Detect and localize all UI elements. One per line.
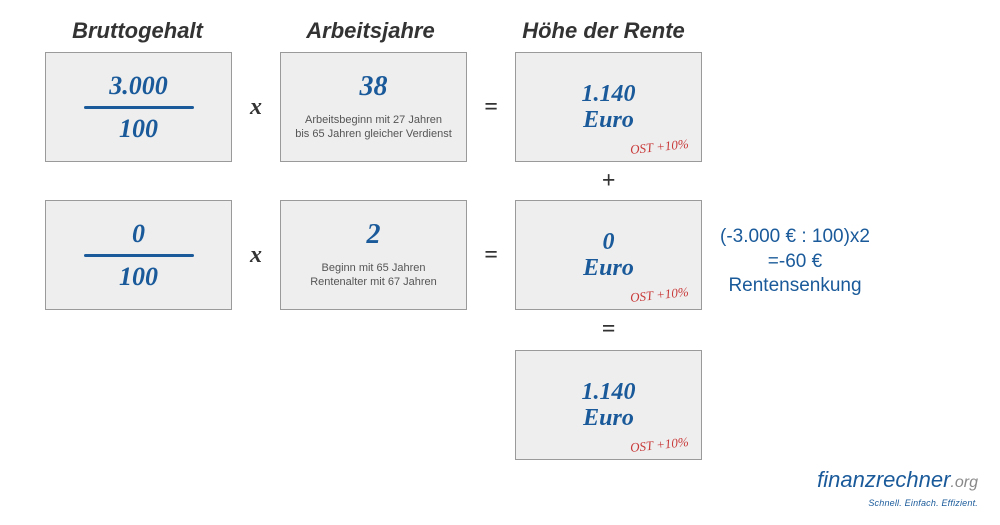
- note-1a: Arbeitsbeginn mit 27 Jahren: [305, 114, 442, 126]
- logo-org: .org: [950, 474, 978, 491]
- result-total-val: 1.140: [582, 379, 636, 405]
- fraction-2: 0 100: [84, 218, 194, 291]
- box-years-2: 2 Beginn mit 65 Jahren Rentenalter mit 6…: [280, 200, 467, 310]
- op-plus: +: [515, 168, 702, 195]
- frac-line-1: [84, 106, 194, 109]
- box-result-1: 1.140 Euro OST +10%: [515, 52, 702, 162]
- header-col1: Bruttogehalt: [45, 18, 230, 44]
- years-2: 2: [367, 220, 381, 251]
- op-eq-total: =: [515, 316, 702, 343]
- box-salary-2: 0 100: [45, 200, 232, 310]
- row-2: 0 100 x 2 Beginn mit 65 Jahren Rentenalt…: [45, 200, 702, 310]
- frac-bot-1: 100: [119, 113, 158, 144]
- result-2-unit: Euro: [583, 255, 634, 281]
- op-times-1: x: [246, 94, 266, 121]
- result-total: 1.140 Euro: [582, 379, 636, 432]
- note-2b: Rentenalter mit 67 Jahren: [310, 276, 437, 288]
- result-1: 1.140 Euro: [582, 81, 636, 134]
- note-2: Beginn mit 65 Jahren Rentenalter mit 67 …: [310, 261, 437, 290]
- row-1: 3.000 100 x 38 Arbeitsbeginn mit 27 Jahr…: [45, 52, 702, 162]
- ost-2: OST +10%: [630, 284, 690, 306]
- logo-main: finanzrechner: [817, 467, 950, 492]
- result-1-val: 1.140: [582, 81, 636, 107]
- box-years-1: 38 Arbeitsbeginn mit 27 Jahren bis 65 Ja…: [280, 52, 467, 162]
- op-eq-2: =: [481, 242, 501, 269]
- side-calc: (-3.000 € : 100)x2 =-60 € Rentensenkung: [720, 225, 870, 299]
- result-2: 0 Euro: [583, 229, 634, 282]
- result-total-unit: Euro: [583, 405, 634, 431]
- box-result-2: 0 Euro OST +10%: [515, 200, 702, 310]
- note-1: Arbeitsbeginn mit 27 Jahren bis 65 Jahre…: [295, 113, 452, 142]
- side-line2: =-60 €: [768, 251, 822, 272]
- note-2a: Beginn mit 65 Jahren: [322, 262, 426, 274]
- logo-sub: Schnell. Einfach. Effizient.: [868, 498, 978, 508]
- frac-top-1: 3.000: [109, 70, 168, 101]
- frac-top-2: 0: [132, 218, 145, 249]
- box-result-total: 1.140 Euro OST +10%: [515, 350, 702, 460]
- result-1-unit: Euro: [583, 107, 634, 133]
- fraction-1: 3.000 100: [84, 70, 194, 143]
- logo: finanzrechner.org Schnell. Einfach. Effi…: [817, 467, 978, 511]
- side-line3: Rentensenkung: [728, 275, 861, 296]
- header-col2: Arbeitsjahre: [278, 18, 463, 44]
- frac-bot-2: 100: [119, 261, 158, 292]
- ost-total: OST +10%: [630, 434, 690, 456]
- years-1: 38: [360, 72, 388, 103]
- ost-1: OST +10%: [630, 136, 690, 158]
- op-eq-1: =: [481, 94, 501, 121]
- header-row: Bruttogehalt Arbeitsjahre Höhe der Rente: [0, 18, 696, 44]
- box-salary-1: 3.000 100: [45, 52, 232, 162]
- side-line1: (-3.000 € : 100)x2: [720, 226, 870, 247]
- result-2-val: 0: [602, 229, 614, 255]
- header-col3: Höhe der Rente: [511, 18, 696, 44]
- note-1b: bis 65 Jahren gleicher Verdienst: [295, 128, 452, 140]
- frac-line-2: [84, 254, 194, 257]
- op-times-2: x: [246, 242, 266, 269]
